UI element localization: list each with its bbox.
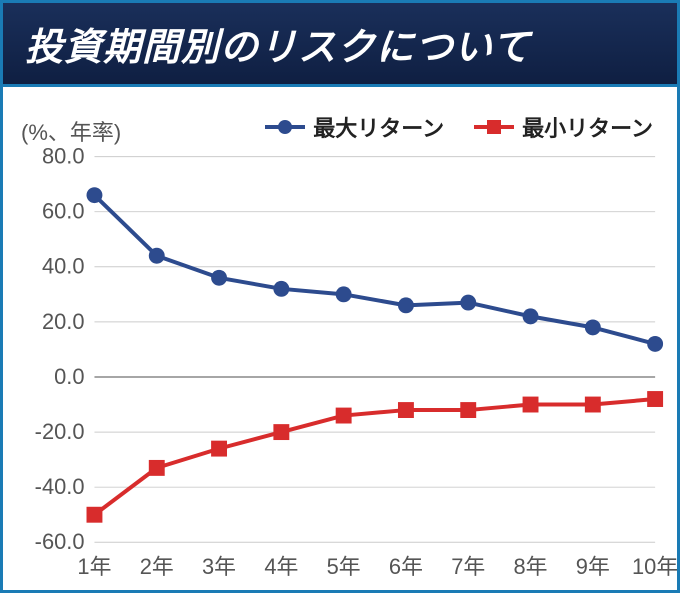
svg-text:8年: 8年	[514, 554, 548, 579]
svg-text:3年: 3年	[202, 554, 236, 579]
svg-text:4年: 4年	[264, 554, 298, 579]
svg-text:7年: 7年	[451, 554, 485, 579]
legend-label-max: 最大リターン	[313, 111, 444, 143]
svg-text:5年: 5年	[327, 554, 361, 579]
svg-text:6年: 6年	[389, 554, 423, 579]
legend-label-min: 最小リターン	[522, 111, 653, 143]
svg-text:20.0: 20.0	[42, 309, 85, 334]
chart-card: 投資期間別のリスクについて (%、年率) 最大リターン 最小リターン -60.0…	[0, 0, 680, 593]
chart-title: 投資期間別のリスクについて	[25, 16, 531, 71]
chart-area: (%、年率) 最大リターン 最小リターン -60.0 -40.0 -20.0 0.0 2…	[3, 87, 677, 590]
legend-swatch-min	[474, 125, 514, 129]
svg-text:2年: 2年	[140, 554, 174, 579]
svg-text:40.0: 40.0	[42, 254, 85, 279]
legend: 最大リターン 最小リターン	[265, 111, 653, 143]
legend-item-max: 最大リターン	[265, 111, 444, 143]
legend-item-min: 最小リターン	[474, 111, 653, 143]
svg-text:-60.0: -60.0	[35, 529, 85, 554]
svg-text:60.0: 60.0	[42, 199, 85, 224]
legend-swatch-max	[265, 125, 305, 129]
svg-text:10年: 10年	[632, 554, 677, 579]
svg-text:0.0: 0.0	[54, 364, 84, 389]
svg-text:1年: 1年	[77, 554, 111, 579]
svg-text:-20.0: -20.0	[35, 419, 85, 444]
y-axis-unit-label: (%、年率)	[21, 115, 121, 147]
title-banner: 投資期間別のリスクについて	[3, 3, 677, 87]
line-chart-svg: -60.0 -40.0 -20.0 0.0 20.0 40.0 60.0 80.0 1年 2年 3年…	[3, 87, 677, 590]
svg-text:9年: 9年	[576, 554, 610, 579]
svg-text:80.0: 80.0	[42, 144, 85, 169]
svg-text:-40.0: -40.0	[35, 474, 85, 499]
